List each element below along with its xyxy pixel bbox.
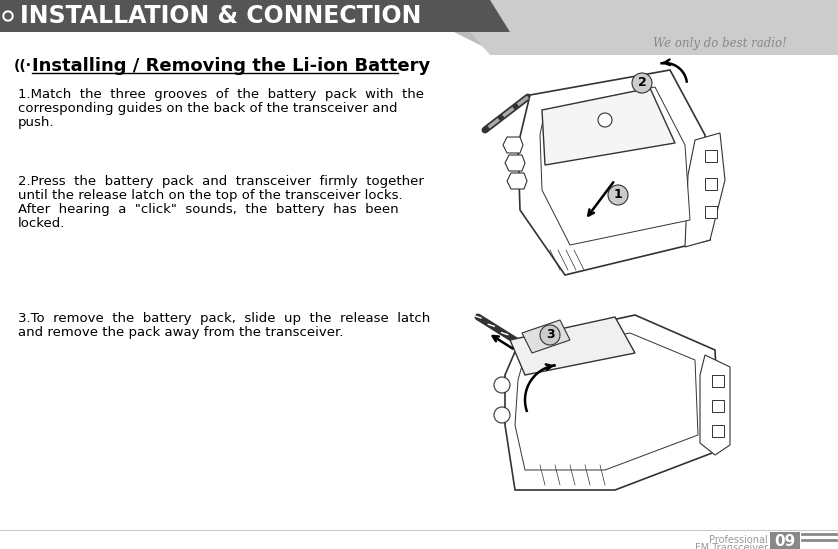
Polygon shape bbox=[505, 315, 720, 490]
Bar bbox=[770, 532, 800, 549]
Polygon shape bbox=[542, 88, 675, 165]
Text: 2.Press  the  battery  pack  and  transceiver  firmly  together: 2.Press the battery pack and transceiver… bbox=[18, 175, 424, 188]
Text: After  hearing  a  "click"  sounds,  the  battery  has  been: After hearing a "click" sounds, the batt… bbox=[18, 203, 399, 216]
Bar bbox=[0, 0, 470, 32]
Bar bbox=[705, 178, 717, 190]
Text: 1: 1 bbox=[613, 188, 623, 201]
Text: 09: 09 bbox=[774, 534, 795, 548]
Circle shape bbox=[598, 113, 612, 127]
Bar bbox=[712, 375, 724, 387]
Polygon shape bbox=[510, 317, 635, 375]
Text: Installing / Removing the Li-ion Battery: Installing / Removing the Li-ion Battery bbox=[32, 57, 430, 75]
Text: locked.: locked. bbox=[18, 217, 65, 230]
Bar bbox=[0, 0, 490, 32]
Polygon shape bbox=[390, 0, 838, 55]
Text: We only do best radio!: We only do best radio! bbox=[653, 36, 787, 49]
Polygon shape bbox=[507, 173, 527, 189]
Polygon shape bbox=[518, 70, 710, 275]
Polygon shape bbox=[420, 0, 510, 32]
Circle shape bbox=[494, 407, 510, 423]
Bar bbox=[712, 400, 724, 412]
Polygon shape bbox=[700, 355, 730, 455]
Bar bbox=[705, 206, 717, 218]
Text: push.: push. bbox=[18, 116, 54, 129]
Text: until the release latch on the top of the transceiver locks.: until the release latch on the top of th… bbox=[18, 189, 402, 202]
Bar bbox=[712, 425, 724, 437]
Text: FM Transceiver: FM Transceiver bbox=[695, 543, 768, 549]
Circle shape bbox=[3, 11, 13, 21]
Polygon shape bbox=[522, 320, 570, 353]
Text: Professional: Professional bbox=[709, 535, 768, 545]
Text: 2: 2 bbox=[638, 76, 646, 89]
Polygon shape bbox=[503, 137, 523, 153]
Bar bbox=[705, 150, 717, 162]
Text: ((·: ((· bbox=[14, 59, 32, 73]
Text: and remove the pack away from the transceiver.: and remove the pack away from the transc… bbox=[18, 326, 344, 339]
Text: 1.Match  the  three  grooves  of  the  battery  pack  with  the: 1.Match the three grooves of the battery… bbox=[18, 88, 424, 101]
Polygon shape bbox=[515, 333, 698, 470]
Circle shape bbox=[632, 73, 652, 93]
Text: 3: 3 bbox=[546, 328, 554, 341]
Text: corresponding guides on the back of the transceiver and: corresponding guides on the back of the … bbox=[18, 102, 397, 115]
Polygon shape bbox=[505, 155, 525, 171]
Polygon shape bbox=[540, 87, 690, 245]
Circle shape bbox=[5, 13, 11, 19]
Circle shape bbox=[608, 185, 628, 205]
Polygon shape bbox=[0, 0, 838, 55]
Polygon shape bbox=[685, 133, 725, 247]
Circle shape bbox=[540, 325, 560, 345]
Circle shape bbox=[494, 377, 510, 393]
Text: 3.To  remove  the  battery  pack,  slide  up  the  release  latch: 3.To remove the battery pack, slide up t… bbox=[18, 312, 430, 325]
Text: INSTALLATION & CONNECTION: INSTALLATION & CONNECTION bbox=[20, 4, 422, 28]
